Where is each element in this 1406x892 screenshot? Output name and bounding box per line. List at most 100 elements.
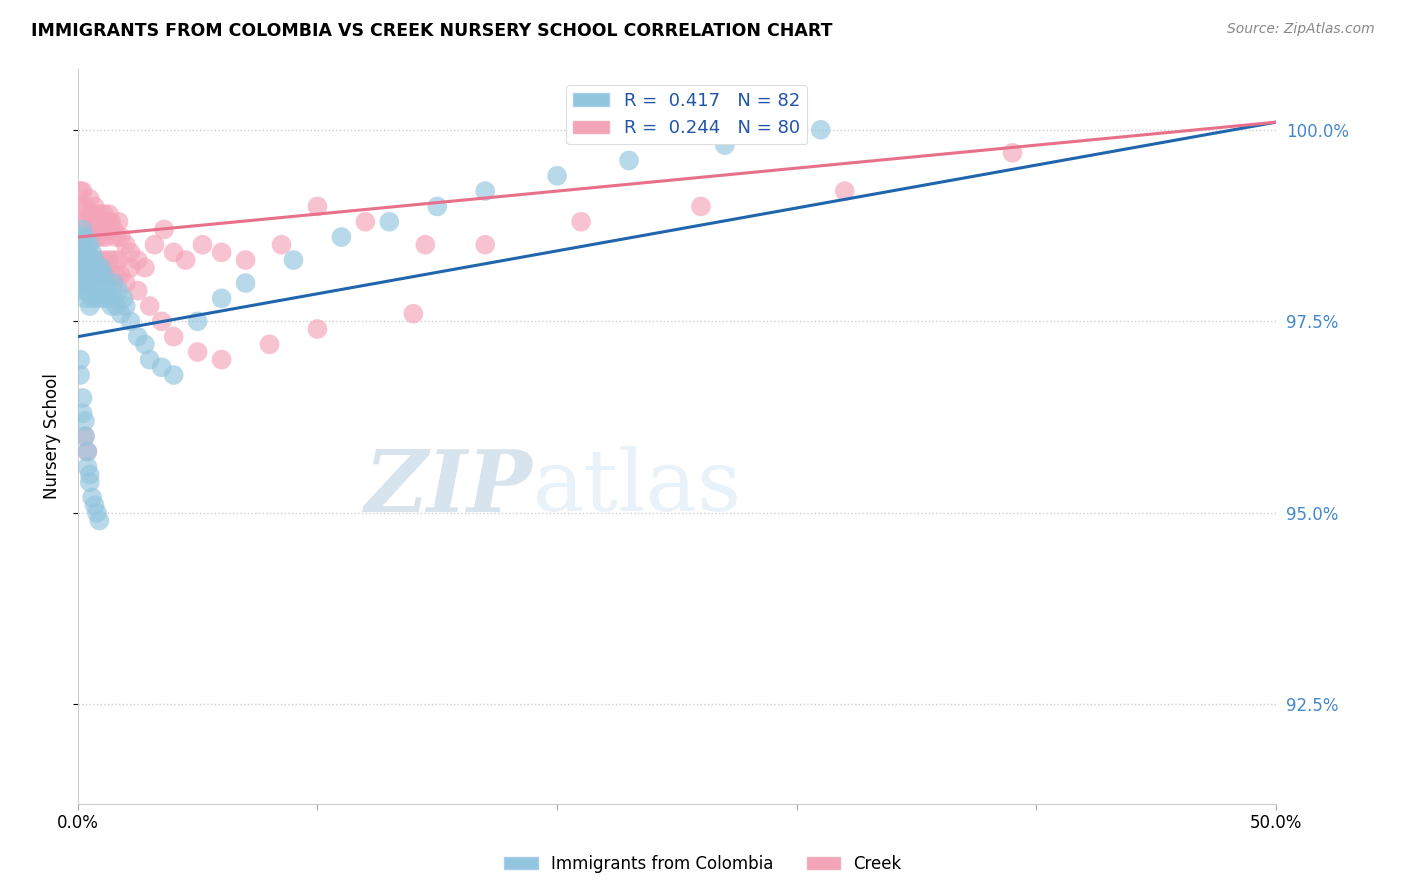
Point bbox=[82, 491, 104, 505]
Point bbox=[283, 253, 305, 268]
Point bbox=[69, 184, 91, 198]
Point bbox=[76, 284, 98, 298]
Point bbox=[82, 291, 104, 305]
Point bbox=[413, 237, 436, 252]
Legend: Immigrants from Colombia, Creek: Immigrants from Colombia, Creek bbox=[498, 848, 908, 880]
Point bbox=[96, 268, 118, 283]
Point bbox=[569, 215, 592, 229]
Point bbox=[120, 260, 142, 275]
Point bbox=[110, 230, 132, 244]
Point bbox=[96, 291, 118, 305]
Point bbox=[89, 207, 111, 221]
Point bbox=[105, 268, 128, 283]
Point bbox=[97, 253, 120, 268]
Point bbox=[79, 237, 101, 252]
Point bbox=[90, 291, 112, 305]
Point bbox=[211, 352, 233, 367]
Point bbox=[93, 207, 115, 221]
Point bbox=[235, 276, 257, 290]
Point bbox=[138, 299, 160, 313]
Point bbox=[235, 253, 257, 268]
Point bbox=[72, 237, 94, 252]
Point bbox=[546, 169, 568, 183]
Point bbox=[73, 230, 96, 244]
Point bbox=[76, 215, 98, 229]
Point bbox=[76, 268, 98, 283]
Point bbox=[690, 199, 713, 213]
Point bbox=[426, 199, 449, 213]
Point bbox=[79, 268, 101, 283]
Point bbox=[69, 368, 91, 382]
Point bbox=[114, 276, 136, 290]
Point bbox=[76, 230, 98, 244]
Point bbox=[110, 307, 132, 321]
Point bbox=[73, 429, 96, 443]
Point bbox=[72, 284, 94, 298]
Point bbox=[103, 222, 125, 236]
Point bbox=[82, 260, 104, 275]
Point bbox=[474, 237, 496, 252]
Point bbox=[72, 253, 94, 268]
Point bbox=[100, 268, 122, 283]
Point bbox=[83, 253, 105, 268]
Point bbox=[76, 237, 98, 252]
Point bbox=[73, 199, 96, 213]
Point bbox=[90, 276, 112, 290]
Point bbox=[72, 245, 94, 260]
Point bbox=[86, 506, 108, 520]
Point bbox=[86, 230, 108, 244]
Point bbox=[89, 284, 111, 298]
Point bbox=[134, 337, 156, 351]
Point bbox=[76, 459, 98, 474]
Point bbox=[79, 207, 101, 221]
Point bbox=[76, 444, 98, 458]
Point bbox=[72, 406, 94, 420]
Point bbox=[114, 299, 136, 313]
Point bbox=[810, 123, 832, 137]
Y-axis label: Nursery School: Nursery School bbox=[44, 374, 60, 500]
Point bbox=[89, 253, 111, 268]
Point bbox=[93, 268, 115, 283]
Legend: R =  0.417   N = 82, R =  0.244   N = 80: R = 0.417 N = 82, R = 0.244 N = 80 bbox=[567, 85, 807, 145]
Point bbox=[97, 284, 120, 298]
Point bbox=[174, 253, 197, 268]
Point bbox=[150, 360, 173, 375]
Point bbox=[211, 291, 233, 305]
Point bbox=[474, 184, 496, 198]
Point bbox=[69, 260, 91, 275]
Point bbox=[378, 215, 401, 229]
Point bbox=[93, 253, 115, 268]
Text: atlas: atlas bbox=[533, 446, 742, 529]
Point bbox=[259, 337, 281, 351]
Point bbox=[96, 276, 118, 290]
Point bbox=[330, 230, 353, 244]
Point bbox=[93, 284, 115, 298]
Text: ZIP: ZIP bbox=[366, 446, 533, 530]
Point bbox=[120, 314, 142, 328]
Point bbox=[73, 260, 96, 275]
Point bbox=[120, 245, 142, 260]
Point bbox=[107, 284, 129, 298]
Point bbox=[76, 444, 98, 458]
Point bbox=[150, 314, 173, 328]
Point bbox=[89, 268, 111, 283]
Point bbox=[110, 268, 132, 283]
Point bbox=[72, 199, 94, 213]
Point bbox=[211, 245, 233, 260]
Point bbox=[90, 215, 112, 229]
Point bbox=[834, 184, 856, 198]
Point bbox=[73, 260, 96, 275]
Point bbox=[153, 222, 176, 236]
Point bbox=[83, 215, 105, 229]
Point bbox=[86, 215, 108, 229]
Point bbox=[127, 284, 149, 298]
Point bbox=[112, 291, 135, 305]
Point bbox=[73, 291, 96, 305]
Point bbox=[134, 260, 156, 275]
Point bbox=[90, 230, 112, 244]
Point bbox=[96, 215, 118, 229]
Point bbox=[82, 268, 104, 283]
Point bbox=[187, 314, 209, 328]
Point bbox=[105, 299, 128, 313]
Point bbox=[69, 352, 91, 367]
